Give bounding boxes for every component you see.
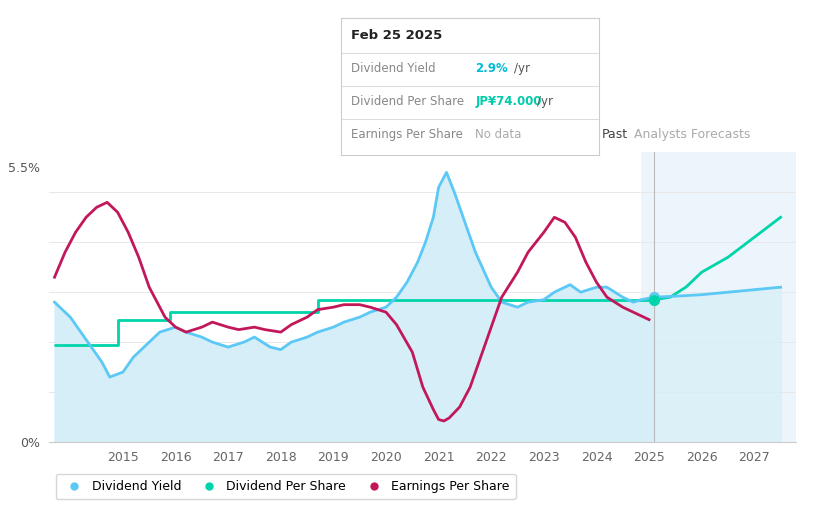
- Text: Dividend Per Share: Dividend Per Share: [351, 94, 464, 108]
- Text: Past: Past: [602, 128, 628, 141]
- Text: 2.9%: 2.9%: [475, 61, 508, 75]
- Text: /yr: /yr: [514, 61, 530, 75]
- Text: No data: No data: [475, 128, 521, 141]
- Text: Analysts Forecasts: Analysts Forecasts: [634, 128, 750, 141]
- Bar: [641, 152, 796, 442]
- Legend: Dividend Yield, Dividend Per Share, Earnings Per Share: Dividend Yield, Dividend Per Share, Earn…: [56, 474, 516, 499]
- Text: Dividend Yield: Dividend Yield: [351, 61, 436, 75]
- Text: /yr: /yr: [537, 94, 553, 108]
- Text: JP¥74.000: JP¥74.000: [475, 94, 542, 108]
- Text: Earnings Per Share: Earnings Per Share: [351, 128, 463, 141]
- Text: Feb 25 2025: Feb 25 2025: [351, 29, 443, 42]
